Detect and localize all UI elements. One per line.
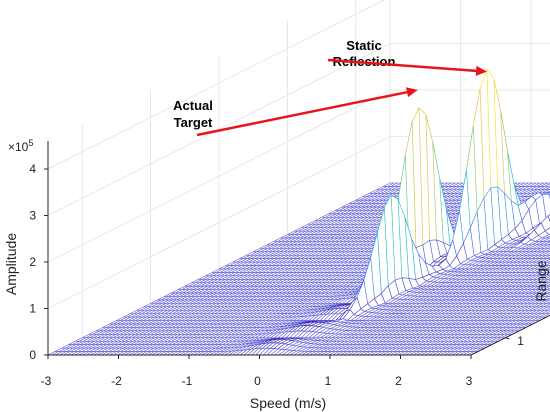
surface-mesh: [47, 68, 550, 356]
surface-cell: [547, 274, 550, 277]
z-gridline: [47, 0, 385, 170]
surface-cell: [547, 243, 550, 246]
